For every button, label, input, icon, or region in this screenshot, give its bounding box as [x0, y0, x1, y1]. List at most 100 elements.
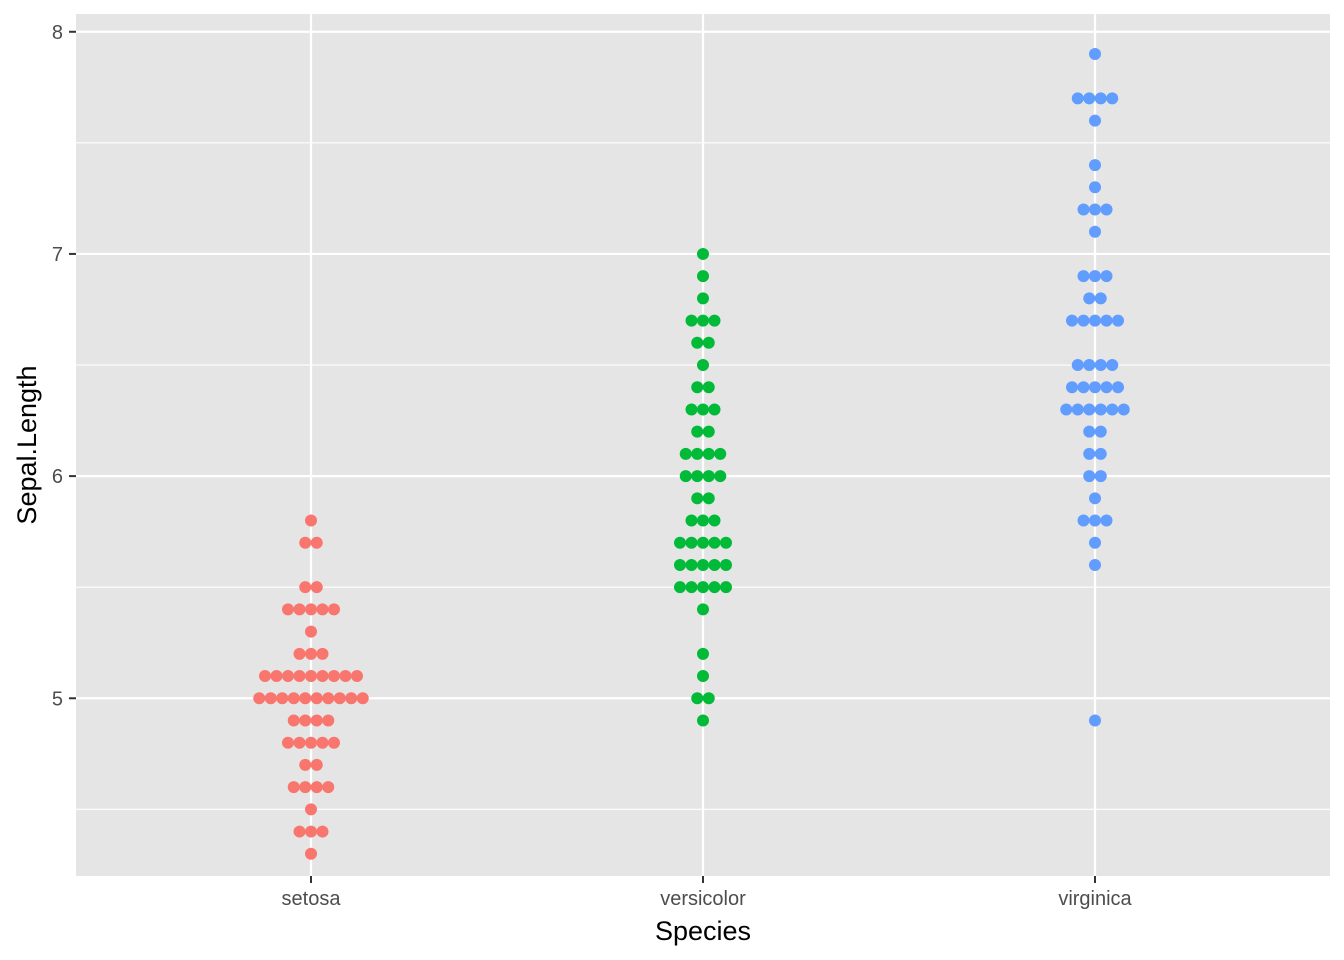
data-point-virginica [1089, 536, 1101, 549]
data-point-setosa [305, 803, 317, 816]
data-point-virginica [1077, 270, 1090, 283]
data-point-setosa [276, 692, 289, 705]
data-point-setosa [305, 647, 317, 660]
data-point-setosa [264, 692, 277, 705]
data-point-setosa [287, 781, 300, 794]
data-point-versicolor [697, 514, 709, 527]
data-point-versicolor [708, 403, 721, 416]
data-point-versicolor [708, 314, 721, 327]
data-point-versicolor [697, 292, 709, 305]
y-tick-label: 8 [52, 22, 63, 44]
data-point-versicolor [702, 425, 715, 438]
data-point-setosa [310, 781, 323, 794]
data-point-setosa [305, 625, 317, 638]
data-point-versicolor [697, 670, 709, 683]
data-point-setosa [282, 603, 294, 616]
x-axis: setosa versicolor virginica [282, 876, 1133, 910]
data-point-virginica [1077, 203, 1090, 216]
data-point-versicolor [702, 470, 715, 483]
data-point-virginica [1083, 92, 1096, 105]
data-point-virginica [1100, 203, 1113, 216]
data-point-versicolor [702, 336, 715, 349]
data-point-versicolor [691, 447, 704, 460]
data-point-setosa [316, 670, 329, 683]
data-point-versicolor [697, 270, 709, 283]
data-point-versicolor [714, 470, 727, 483]
data-point-setosa [293, 736, 306, 749]
data-point-versicolor [685, 536, 698, 549]
data-point-versicolor [685, 314, 698, 327]
data-point-setosa [322, 781, 335, 794]
data-point-versicolor [708, 514, 721, 527]
x-tick-label: virginica [1058, 888, 1132, 910]
data-point-versicolor [697, 603, 709, 616]
data-point-setosa [299, 714, 312, 727]
data-point-virginica [1094, 92, 1107, 105]
y-axis: 5 6 7 8 [52, 22, 76, 710]
data-point-setosa [305, 736, 317, 749]
data-point-versicolor [674, 536, 686, 549]
data-point-setosa [333, 692, 346, 705]
data-point-setosa [339, 670, 352, 683]
x-axis-title: Species [655, 916, 751, 946]
data-point-setosa [316, 736, 329, 749]
data-point-versicolor [685, 403, 698, 416]
data-point-virginica [1089, 492, 1101, 505]
data-point-virginica [1100, 270, 1113, 283]
data-point-versicolor [708, 558, 721, 571]
data-point-virginica [1071, 403, 1084, 416]
data-point-versicolor [697, 714, 709, 727]
data-point-versicolor [685, 558, 698, 571]
data-point-setosa [253, 692, 266, 705]
data-point-setosa [293, 825, 306, 838]
data-point-versicolor [720, 581, 732, 594]
data-point-versicolor [674, 581, 686, 594]
data-point-versicolor [697, 536, 709, 549]
data-point-virginica [1083, 425, 1096, 438]
data-point-virginica [1060, 403, 1073, 416]
data-point-virginica [1077, 381, 1090, 394]
data-point-virginica [1106, 403, 1119, 416]
data-point-virginica [1117, 403, 1130, 416]
data-point-virginica [1100, 381, 1113, 394]
data-point-virginica [1089, 714, 1101, 727]
data-point-setosa [322, 692, 335, 705]
data-point-virginica [1089, 159, 1101, 172]
data-point-setosa [316, 647, 329, 660]
y-tick-label: 6 [52, 466, 63, 488]
data-point-versicolor [702, 492, 715, 505]
data-point-virginica [1077, 514, 1090, 527]
data-point-versicolor [720, 536, 732, 549]
data-point-virginica [1089, 270, 1101, 283]
x-tick-label: setosa [282, 888, 342, 910]
data-point-setosa [310, 692, 323, 705]
data-point-setosa [316, 825, 329, 838]
data-point-setosa [299, 581, 312, 594]
data-point-virginica [1100, 514, 1113, 527]
data-point-virginica [1094, 425, 1107, 438]
data-point-versicolor [685, 514, 698, 527]
data-point-virginica [1083, 447, 1096, 460]
data-point-versicolor [702, 692, 715, 705]
data-point-setosa [299, 692, 312, 705]
data-point-versicolor [697, 247, 709, 260]
data-point-setosa [328, 603, 340, 616]
data-point-versicolor [697, 403, 709, 416]
data-point-virginica [1083, 292, 1096, 305]
data-point-setosa [305, 603, 317, 616]
data-point-setosa [328, 736, 340, 749]
data-point-versicolor [674, 558, 686, 571]
data-point-versicolor [679, 470, 692, 483]
data-point-setosa [351, 670, 363, 683]
data-point-setosa [310, 536, 323, 549]
data-point-versicolor [720, 558, 732, 571]
data-point-versicolor [685, 581, 698, 594]
data-point-versicolor [691, 425, 704, 438]
data-point-versicolor [691, 692, 704, 705]
data-point-setosa [305, 514, 317, 527]
data-point-virginica [1112, 314, 1124, 327]
data-point-setosa [293, 670, 306, 683]
data-point-virginica [1094, 403, 1107, 416]
data-point-setosa [356, 692, 369, 705]
